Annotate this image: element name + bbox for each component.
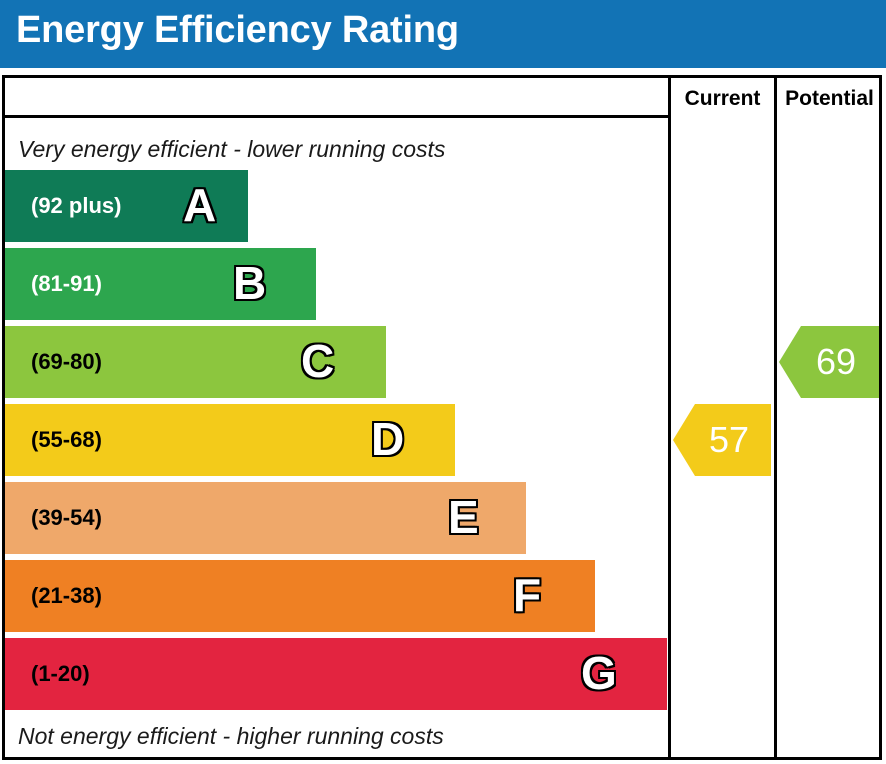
header-row-divider <box>2 115 668 118</box>
column-header-potential: Potential <box>785 87 874 110</box>
potential-rating-value: 69 <box>815 341 857 382</box>
potential-rating-marker: 69 <box>779 326 879 398</box>
chart-header-banner: Energy Efficiency Rating <box>0 0 886 68</box>
rating-band-a: (92 plus) A <box>5 170 248 242</box>
band-letter-a: A <box>181 178 217 233</box>
band-letter-f: F <box>511 568 542 623</box>
rating-bands: (92 plus) A (81-91) B (69-80) C (55-68) D (39-54… <box>5 170 667 719</box>
current-column-divider <box>668 75 671 760</box>
current-rating-value: 57 <box>708 419 750 460</box>
band-range-label: (21-38) <box>31 583 102 608</box>
rating-band-d: (55-68) D <box>5 404 455 476</box>
caption-very-efficient: Very energy efficient - lower running co… <box>18 136 446 162</box>
chart-table-frame <box>2 75 882 760</box>
potential-column-divider <box>774 75 777 760</box>
band-letter-e: E <box>447 490 481 545</box>
band-letter-b: B <box>231 256 267 311</box>
band-range-label: (92 plus) <box>31 193 122 218</box>
band-letter-d: D <box>369 412 405 467</box>
caption-not-efficient: Not energy efficient - higher running co… <box>18 723 444 749</box>
band-range-label: (69-80) <box>31 349 102 374</box>
rating-band-e: (39-54) E <box>5 482 526 554</box>
band-range-label: (55-68) <box>31 427 102 452</box>
band-letter-g: G <box>580 646 619 701</box>
rating-band-g: (1-20) G <box>5 638 667 710</box>
band-range-label: (1-20) <box>31 661 90 686</box>
page-title: Energy Efficiency Rating <box>16 9 459 51</box>
rating-band-b: (81-91) B <box>5 248 316 320</box>
rating-band-f: (21-38) F <box>5 560 595 632</box>
band-letter-c: C <box>299 334 335 389</box>
rating-band-c: (69-80) C <box>5 326 386 398</box>
column-header-current: Current <box>684 87 761 110</box>
current-rating-marker: 57 <box>673 404 771 476</box>
band-range-label: (81-91) <box>31 271 102 296</box>
band-range-label: (39-54) <box>31 505 102 530</box>
